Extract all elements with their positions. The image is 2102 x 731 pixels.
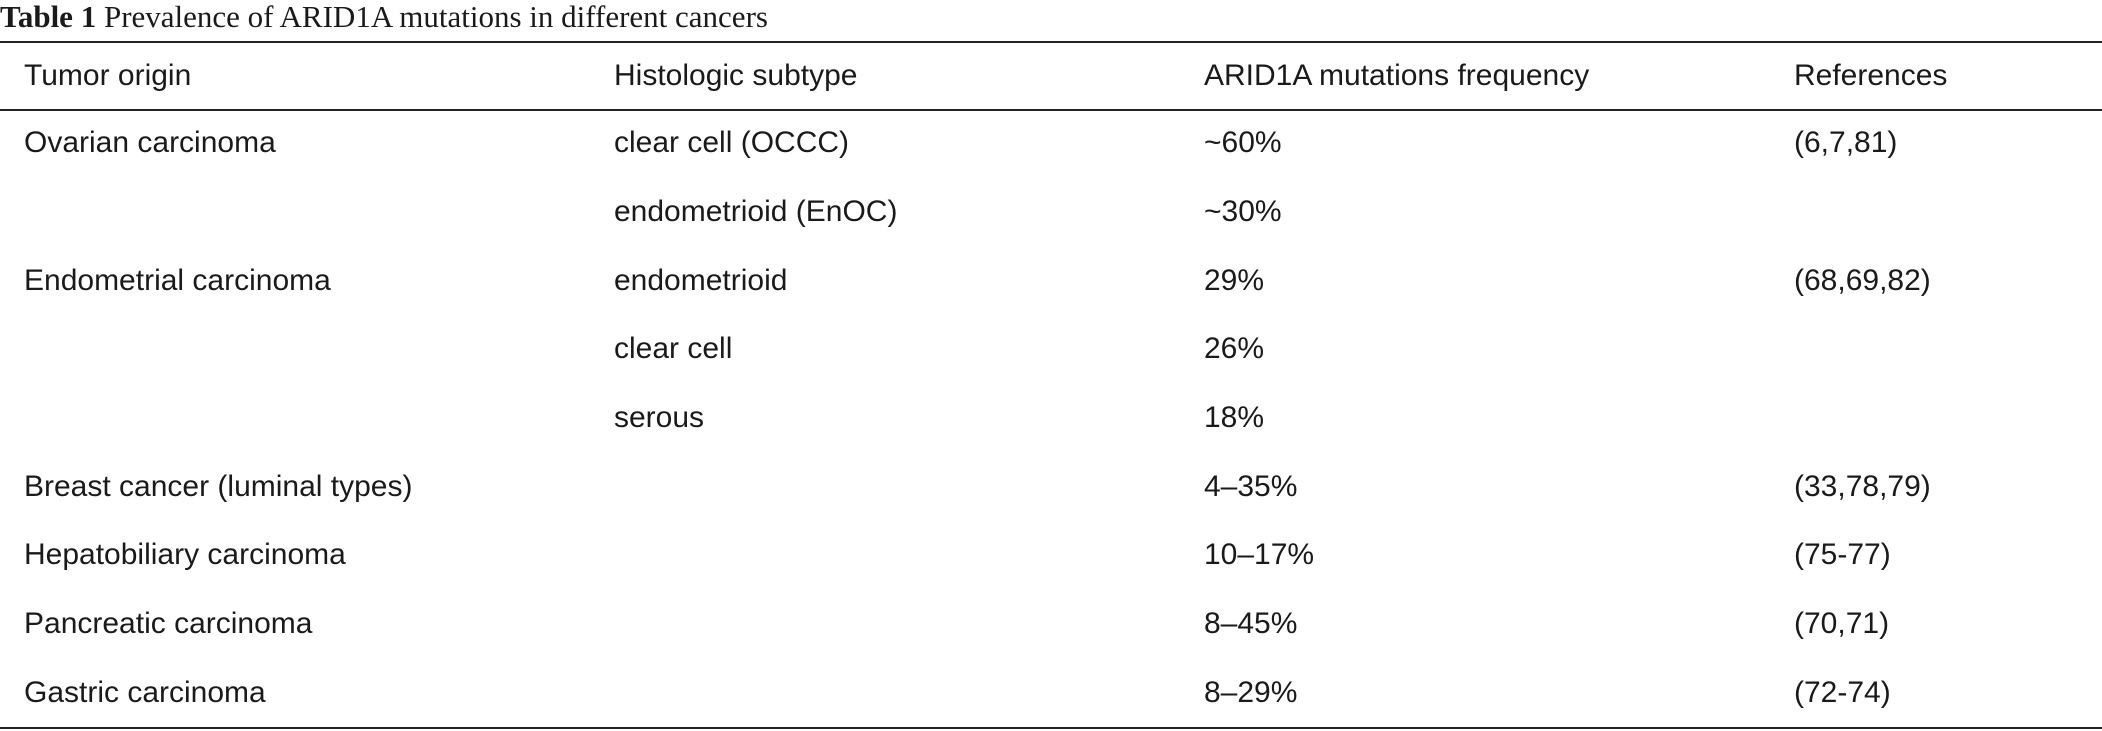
table-row: endometrioid (EnOC) ~30% [0, 178, 2102, 247]
cell-histologic-subtype [590, 590, 1180, 659]
cell-tumor-origin: Gastric carcinoma [24, 675, 266, 709]
cell-histologic-subtype [590, 659, 1180, 728]
cell-histologic-subtype: endometrioid [614, 263, 788, 297]
table-header-rule [0, 109, 2102, 111]
header-references: References [1794, 59, 1948, 92]
table-row: Hepatobiliary carcinoma 10–17% (75-77) [0, 521, 2102, 590]
header-histologic-subtype: Histologic subtype [614, 59, 858, 92]
cell-references [1770, 178, 2102, 247]
cell-references: (68,69,82) [1794, 263, 1931, 297]
cell-mutation-frequency: ~60% [1204, 126, 1282, 160]
cell-tumor-origin [0, 315, 590, 384]
table-bottom-rule [0, 727, 2102, 729]
header-tumor-origin: Tumor origin [24, 59, 192, 92]
table-caption-label: Table 1 [0, 0, 97, 34]
cell-tumor-origin [0, 178, 590, 247]
cell-references: (6,7,81) [1794, 126, 1898, 160]
cell-mutation-frequency: 29% [1204, 263, 1265, 297]
cell-histologic-subtype [590, 452, 1180, 521]
cell-mutation-frequency: ~30% [1204, 195, 1282, 229]
table-caption: Table 1 Prevalence of ARID1A mutations i… [0, 0, 768, 40]
cell-histologic-subtype: clear cell [614, 332, 733, 366]
cell-histologic-subtype: clear cell (OCCC) [614, 126, 850, 160]
cell-mutation-frequency: 8–45% [1204, 607, 1298, 641]
cell-mutation-frequency: 26% [1204, 332, 1265, 366]
cell-references [1770, 315, 2102, 384]
cell-mutation-frequency: 8–29% [1204, 675, 1298, 709]
table-caption-text: Prevalence of ARID1A mutations in differ… [103, 0, 768, 34]
cell-tumor-origin: Endometrial carcinoma [24, 263, 331, 297]
cell-references: (33,78,79) [1794, 469, 1931, 503]
table-row: Ovarian carcinoma clear cell (OCCC) ~60%… [0, 109, 2102, 178]
table-row: serous 18% [0, 384, 2102, 453]
cell-tumor-origin: Pancreatic carcinoma [24, 607, 313, 641]
cell-references: (75-77) [1794, 538, 1891, 572]
cell-tumor-origin: Hepatobiliary carcinoma [24, 538, 346, 572]
cell-histologic-subtype: endometrioid (EnOC) [614, 195, 898, 229]
cell-mutation-frequency: 10–17% [1204, 538, 1315, 572]
table-header-row: Tumor origin Histologic subtype ARID1A m… [0, 43, 2102, 109]
prevalence-table: Tumor origin Histologic subtype ARID1A m… [0, 43, 2102, 727]
cell-tumor-origin: Breast cancer (luminal types) [24, 469, 413, 503]
cell-references [1770, 384, 2102, 453]
cell-tumor-origin: Ovarian carcinoma [24, 126, 276, 160]
cell-references: (70,71) [1794, 607, 1890, 641]
cell-mutation-frequency: 4–35% [1204, 469, 1298, 503]
table-row: Gastric carcinoma 8–29% (72-74) [0, 659, 2102, 728]
cell-tumor-origin [0, 384, 590, 453]
cell-histologic-subtype [590, 521, 1180, 590]
table-row: clear cell 26% [0, 315, 2102, 384]
table-row: Endometrial carcinoma endometrioid 29% (… [0, 246, 2102, 315]
cell-mutation-frequency: 18% [1204, 401, 1265, 435]
table-row: Pancreatic carcinoma 8–45% (70,71) [0, 590, 2102, 659]
cell-references: (72-74) [1794, 675, 1891, 709]
cell-histologic-subtype: serous [614, 401, 705, 435]
table-row: Breast cancer (luminal types) 4–35% (33,… [0, 452, 2102, 521]
header-mutation-frequency: ARID1A mutations frequency [1204, 59, 1590, 92]
table-top-rule [0, 41, 2102, 43]
